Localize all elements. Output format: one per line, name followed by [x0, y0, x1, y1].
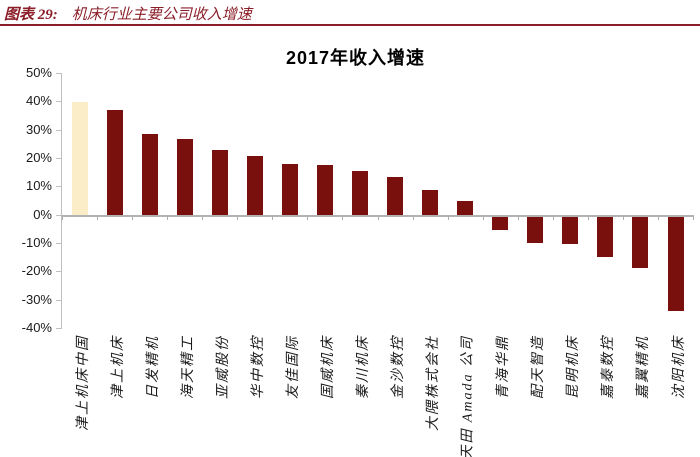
x-tick: [342, 215, 344, 220]
bar-金沙数控: [387, 176, 403, 216]
y-axis-label: 10%: [25, 178, 52, 194]
bar-秦川机床: [352, 171, 368, 215]
x-axis-label: 大隈株式会社: [426, 335, 442, 431]
y-axis-label: 40%: [25, 93, 52, 109]
y-axis-line: [61, 73, 62, 329]
bar-配天智造: [527, 217, 544, 243]
bar-华中数控: [246, 155, 263, 215]
x-axis-label: 津上机床: [110, 335, 126, 399]
y-tick: [56, 186, 61, 188]
y-axis-label: 20%: [25, 150, 52, 165]
bar-友佳国际: [281, 164, 298, 215]
x-axis-label: 配天智造: [531, 335, 547, 399]
x-tick: [482, 215, 484, 220]
x-tick: [447, 215, 449, 220]
bar-国威机床: [316, 165, 333, 215]
bar-大隈株式会社: [422, 189, 439, 215]
x-axis-label: 金沙数控: [391, 335, 406, 399]
y-tick: [56, 271, 61, 273]
x-tick: [132, 215, 134, 220]
x-axis-label: 国威机床: [320, 335, 336, 399]
x-tick: [693, 215, 694, 220]
x-tick: [62, 215, 63, 220]
x-axis-label: 昆明机床: [566, 335, 582, 399]
plot-area: 50% 40% 30% 20% 10% 0% -10% -20% -30% -40% 津上机床中国 津…: [22, 65, 694, 457]
bar-亚威股份: [211, 149, 228, 215]
x-axis-label: 青海华鼎: [496, 335, 512, 399]
x-tick: [517, 215, 519, 220]
y-tick: [56, 214, 61, 216]
y-axis-label: -20%: [21, 263, 52, 279]
chart-title: 2017年收入增速: [285, 48, 426, 68]
x-tick: [97, 215, 99, 220]
x-axis-label: 友佳国际: [285, 335, 301, 399]
x-tick: [237, 215, 239, 220]
y-axis-label: 50%: [25, 65, 52, 80]
bar-嘉翼精机: [632, 217, 649, 268]
x-axis-label: 华中数控: [250, 335, 266, 399]
y-axis-label: 0%: [33, 206, 52, 222]
x-tick: [167, 215, 169, 220]
y-tick: [56, 129, 61, 131]
figure-header: 图表 29: 机床行业主要公司收入增速: [4, 3, 696, 24]
x-axis-label: 日发精机: [145, 335, 161, 399]
x-axis-label: 沈阳机床: [671, 335, 687, 399]
bar-青海华鼎: [492, 217, 509, 230]
x-tick: [272, 215, 274, 220]
x-tick: [587, 215, 589, 220]
x-axis-label: 津上机床中国: [75, 335, 91, 431]
x-tick: [622, 215, 624, 220]
y-tick: [56, 299, 61, 301]
header-divider-rule: [0, 24, 700, 26]
bar-沈阳机床: [667, 217, 684, 311]
x-axis-label: 天田 Amada 公司: [461, 335, 477, 457]
x-tick: [307, 215, 309, 220]
x-axis-label: 亚威股份: [215, 335, 231, 399]
y-axis-label: -30%: [21, 291, 52, 307]
bar-津上机床中国: [71, 101, 88, 215]
bar-日发精机: [141, 134, 158, 216]
y-tick: [56, 73, 61, 74]
y-tick: [56, 101, 61, 103]
x-tick: [412, 215, 414, 220]
x-axis-label: 嘉翼精机: [636, 335, 652, 399]
figure-number-label: 图表 29:: [4, 7, 58, 23]
x-tick: [377, 215, 379, 220]
figure-title: 机床行业主要公司收入增速: [71, 7, 252, 23]
y-tick: [56, 243, 61, 244]
x-axis-label: 秦川机床: [356, 335, 371, 399]
y-axis-label: -10%: [21, 235, 52, 250]
bar-昆明机床: [562, 217, 579, 244]
x-tick: [552, 215, 554, 220]
bar-海天精工: [176, 138, 193, 215]
x-tick: [657, 215, 659, 220]
y-axis-label: -40%: [21, 320, 52, 335]
bar-津上机床: [106, 110, 123, 215]
bar-嘉泰数控: [597, 217, 614, 257]
y-axis-label: 30%: [25, 121, 52, 137]
y-tick: [56, 328, 61, 329]
x-tick: [202, 215, 204, 220]
y-tick: [56, 158, 61, 159]
x-axis-label: 海天精工: [180, 335, 196, 399]
x-axis-label: 嘉泰数控: [601, 335, 617, 399]
bar-天田 Amada 公司: [457, 200, 474, 215]
